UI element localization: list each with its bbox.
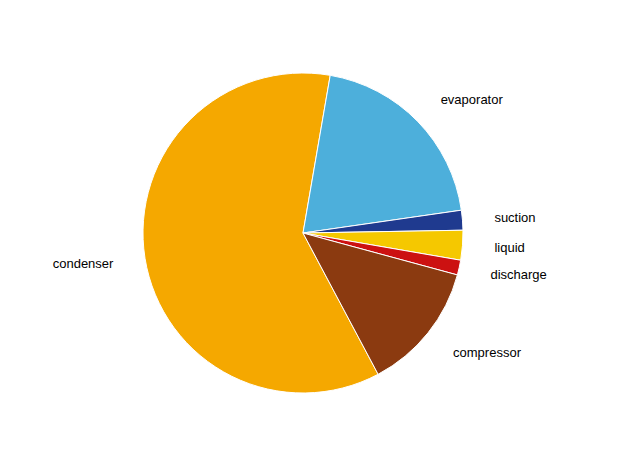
svg-text:evaporator: evaporator [441,92,504,107]
svg-text:discharge: discharge [490,267,546,282]
svg-text:condenser: condenser [53,256,114,271]
svg-text:liquid: liquid [494,240,524,255]
svg-text:compressor: compressor [453,345,522,360]
svg-text:suction: suction [494,210,535,225]
